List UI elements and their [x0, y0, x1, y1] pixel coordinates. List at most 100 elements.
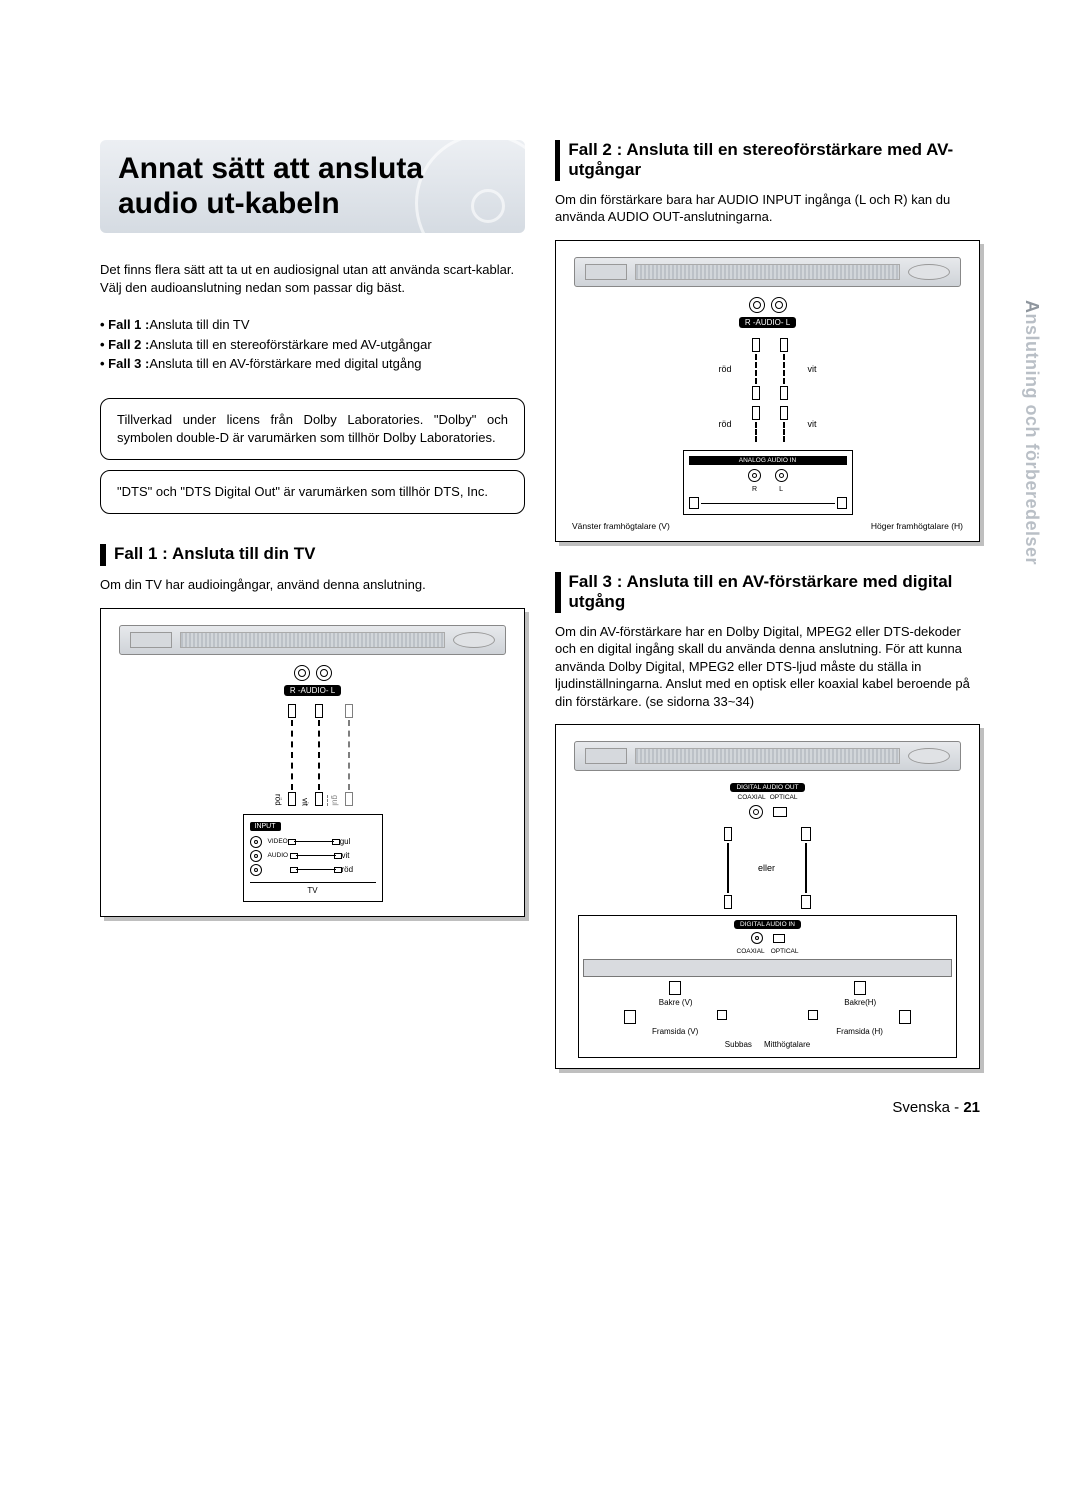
plug-red-top [752, 338, 760, 400]
speaker-front-l [624, 1010, 636, 1024]
speaker-left [689, 497, 699, 509]
speaker-captions: Vänster framhögtalare (V) Höger framhögt… [568, 521, 967, 531]
speaker-sub [717, 1010, 727, 1020]
bullet-2-text: Ansluta till en stereoförstärkare med AV… [149, 335, 431, 355]
label-red: röd [718, 364, 731, 374]
av-amplifier: DIGITAL AUDIO IN COAXIAL OPTICAL Bakre (… [578, 915, 957, 1058]
amp-r-label: R [752, 486, 757, 493]
speaker-rear-r [854, 981, 866, 995]
digital-out-label: DIGITAL AUDIO OUT [730, 783, 804, 792]
page-content: Annat sätt att ansluta audio ut-kabeln D… [100, 140, 980, 1069]
page-footer: Svenska - 21 [100, 1099, 980, 1116]
cable-pair-bottom: röd vit [568, 406, 967, 442]
cable-white [315, 704, 323, 806]
audio-label: R -AUDIO- L [284, 685, 341, 696]
plug-white-top [780, 338, 788, 400]
bullet-2: • Fall 2 : Ansluta till en stereoförstär… [100, 335, 525, 355]
digital-out-ports: COAXIAL OPTICAL [568, 794, 967, 801]
front-l-label: Framsida (V) [652, 1027, 698, 1036]
intro-paragraph: Det finns flera sätt att ta ut en audios… [100, 261, 525, 297]
fall2-body: Om din förstärkare bara har AUDIO INPUT … [555, 191, 980, 226]
bullet-1-label: • Fall 1 : [100, 315, 149, 335]
cable-run: röd vit gul [113, 704, 512, 806]
tv-red-text: röd [342, 865, 354, 874]
rear-r-label: Bakre(H) [844, 998, 876, 1007]
audio-label: R -AUDIO- L [739, 317, 796, 328]
audio-out-jacks [113, 665, 512, 681]
left-column: Annat sätt att ansluta audio ut-kabeln D… [100, 140, 525, 1069]
tv-audio-l-wire [296, 855, 336, 856]
plug-red-bot [752, 406, 760, 442]
jack-r [294, 665, 310, 681]
bullet-1: • Fall 1 : Ansluta till din TV [100, 315, 525, 335]
jack-l [771, 297, 787, 313]
fall1-heading-text: Fall 1 : Ansluta till din TV [114, 544, 316, 564]
heading-bar [555, 572, 561, 613]
heading-bar [555, 140, 560, 181]
center-label: Mitthögtalare [764, 1040, 810, 1049]
dts-notice: "DTS" och "DTS Digital Out" är varumärke… [100, 470, 525, 514]
jack-l [316, 665, 332, 681]
case-bullet-list: • Fall 1 : Ansluta till din TV • Fall 2 … [100, 315, 525, 374]
speaker-rear-l [669, 981, 681, 995]
page-title-block: Annat sätt att ansluta audio ut-kabeln [100, 140, 525, 233]
stereo-amp: ANALOG AUDIO IN R L [683, 450, 853, 515]
left-speaker-caption: Vänster framhögtalare (V) [572, 521, 670, 531]
analog-in-label: ANALOG AUDIO IN [689, 456, 847, 465]
tv-input-panel: INPUT VIDEO gul AUDIO vit rö [243, 814, 383, 902]
front-speakers [583, 1010, 952, 1024]
bullet-3-label: • Fall 3 : [100, 354, 149, 374]
cable-yellow-label: gul [327, 795, 341, 806]
bullet-2-label: • Fall 2 : [100, 335, 149, 355]
amp-jack-r [748, 469, 761, 482]
dvd-device [574, 257, 961, 287]
tv-input-label: INPUT [250, 822, 281, 831]
digital-out-jacks [568, 805, 967, 819]
amp-coax-label: COAXIAL [737, 948, 765, 955]
digital-cables: eller [568, 827, 967, 909]
amp-optical-label: OPTICAL [771, 948, 799, 955]
right-speaker-caption: Höger framhögtalare (H) [871, 521, 963, 531]
footer-language: Svenska [892, 1099, 950, 1116]
bullet-3: • Fall 3 : Ansluta till en AV-förstärkar… [100, 354, 525, 374]
heading-bar [100, 544, 106, 566]
label-red-2: röd [718, 419, 731, 429]
fall2-heading-text: Fall 2 : Ansluta till en stereoförstärka… [568, 140, 980, 181]
tv-video-wire [294, 841, 334, 842]
cable-yellow [345, 704, 353, 806]
fall2-heading: Fall 2 : Ansluta till en stereoförstärka… [555, 140, 980, 181]
plug-white-bot [780, 406, 788, 442]
right-column: Fall 2 : Ansluta till en stereoförstärka… [555, 140, 980, 1069]
fall3-heading: Fall 3 : Ansluta till en AV-förstärkare … [555, 572, 980, 613]
fall1-diagram: R -AUDIO- L röd vit gul INPUT VIDEO gul [100, 608, 525, 917]
optical-cable [801, 827, 811, 909]
fall1-body: Om din TV har audioingångar, använd denn… [100, 576, 525, 594]
tv-audio-text: AUDIO [268, 852, 290, 859]
cable-pair-top: röd vit [568, 338, 967, 400]
amp-l-label: L [779, 486, 783, 493]
jack-r [749, 297, 765, 313]
dvd-device [119, 625, 506, 655]
dolby-notice: Tillverkad under licens från Dolby Labor… [100, 398, 525, 460]
tv-yellow-text: gul [340, 837, 351, 846]
cable-white-label: vit [300, 798, 311, 806]
front-r-label: Framsida (H) [836, 1027, 883, 1036]
speaker-center [808, 1010, 818, 1020]
tv-audio-r-jack [250, 864, 262, 876]
dvd-device [574, 741, 961, 771]
tv-white-text: vit [342, 851, 350, 860]
fall2-diagram: R -AUDIO- L röd vit röd vit ANALOG AUDIO… [555, 240, 980, 542]
receiver-unit [583, 959, 952, 977]
fall3-heading-text: Fall 3 : Ansluta till en AV-förstärkare … [569, 572, 980, 613]
side-chapter-tab: Anslutning och förberedelser [1021, 300, 1042, 565]
bullet-1-text: Ansluta till din TV [149, 315, 249, 335]
fall3-body: Om din AV-förstärkare har en Dolby Digit… [555, 623, 980, 711]
side-tab-text: nslutning och förberedelser [1022, 314, 1042, 566]
label-white: vit [808, 364, 817, 374]
fall3-diagram: DIGITAL AUDIO OUT COAXIAL OPTICAL eller … [555, 724, 980, 1069]
audio-out-jacks [568, 297, 967, 313]
cable-red [288, 704, 296, 806]
tv-audio-l-row: AUDIO vit [250, 850, 376, 862]
page-title: Annat sätt att ansluta audio ut-kabeln [118, 152, 507, 221]
digital-in-label: DIGITAL AUDIO IN [734, 920, 801, 929]
